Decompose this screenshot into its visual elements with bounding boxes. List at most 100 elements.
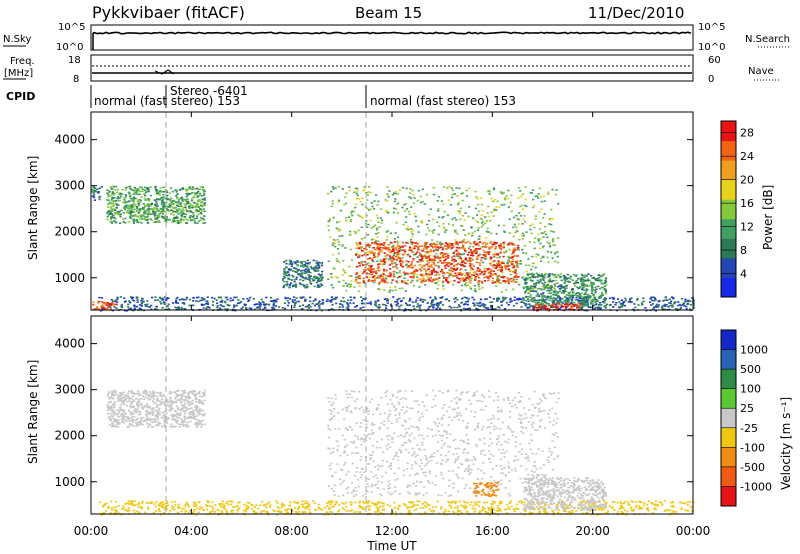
heatmap-cell	[307, 268, 310, 271]
heatmap-cell	[384, 255, 387, 257]
heatmap-cell	[113, 197, 116, 199]
heatmap-cell	[570, 298, 574, 301]
heatmap-cell	[123, 201, 126, 204]
heatmap-cell	[350, 212, 353, 215]
heatmap-cell	[689, 308, 692, 310]
heatmap-cell	[169, 390, 172, 393]
heatmap-cell	[97, 302, 100, 304]
heatmap-cell	[490, 307, 493, 310]
heatmap-cell	[190, 411, 193, 413]
heatmap-cell	[513, 276, 516, 278]
heatmap-cell	[129, 188, 133, 191]
heatmap-cell	[511, 260, 515, 263]
heatmap-cell	[370, 271, 373, 273]
heatmap-cell	[538, 295, 541, 298]
heatmap-cell	[192, 213, 195, 216]
heatmap-cell	[218, 307, 221, 310]
cpid-label: CPID	[6, 90, 35, 103]
heatmap-cell	[414, 215, 417, 218]
heatmap-cell	[468, 307, 471, 310]
heatmap-cell	[464, 308, 468, 310]
heatmap-cell	[497, 298, 500, 301]
heatmap-cell	[509, 301, 512, 303]
heatmap-cell	[492, 187, 495, 189]
heatmap-cell	[389, 303, 393, 306]
heatmap-cell	[137, 212, 140, 214]
heatmap-cell	[377, 265, 380, 268]
heatmap-cell	[288, 286, 291, 289]
heatmap-cell	[552, 291, 555, 293]
heatmap-cell	[492, 253, 495, 256]
heatmap-cell	[250, 307, 253, 310]
heatmap-cell	[546, 256, 549, 259]
heatmap-cell	[295, 276, 298, 279]
heatmap-cell	[355, 247, 358, 249]
heatmap-cell	[504, 251, 508, 253]
heatmap-cell	[294, 262, 297, 265]
heatmap-cell	[381, 280, 385, 283]
heatmap-cell	[101, 297, 104, 299]
heatmap-cell	[203, 389, 206, 392]
heatmap-cell	[210, 296, 214, 299]
heatmap-cell	[376, 255, 379, 258]
heatmap-cell	[350, 280, 353, 282]
heatmap-cell	[439, 241, 442, 244]
heatmap-cell	[391, 289, 394, 292]
heatmap-cell	[434, 274, 437, 276]
heatmap-cell	[198, 411, 201, 413]
heatmap-cell	[180, 421, 183, 423]
heatmap-cell	[109, 186, 112, 188]
heatmap-cell	[511, 263, 514, 266]
heatmap-cell	[155, 200, 158, 203]
heatmap-cell	[201, 198, 204, 200]
heatmap-cell	[185, 406, 188, 408]
heatmap-cell	[485, 246, 488, 248]
heatmap-cell	[145, 403, 148, 405]
heatmap-cell	[384, 259, 387, 261]
heatmap-cell	[512, 277, 515, 280]
heatmap-cell	[175, 191, 178, 193]
heatmap-cell	[499, 243, 502, 245]
heatmap-cell	[152, 390, 155, 393]
heatmap-cell	[564, 285, 567, 287]
heatmap-cell	[371, 205, 374, 208]
heatmap-cell	[355, 305, 359, 307]
heatmap-cell	[199, 402, 202, 404]
heatmap-cell	[451, 189, 455, 192]
heatmap-cell	[293, 279, 296, 281]
heatmap-cell	[156, 400, 159, 402]
heatmap-cell	[169, 400, 172, 402]
heatmap-cell	[389, 286, 392, 289]
heatmap-cell	[386, 236, 389, 238]
heatmap-cell	[474, 243, 477, 246]
heatmap-cell	[201, 217, 204, 220]
heatmap-cell	[117, 419, 120, 421]
heatmap-cell	[165, 297, 168, 300]
heatmap-cell	[482, 253, 485, 256]
heatmap-cell	[574, 281, 577, 283]
heatmap-cell	[361, 217, 364, 219]
heatmap-cell	[181, 409, 184, 412]
heatmap-cell	[177, 308, 180, 310]
heatmap-cell	[426, 251, 429, 253]
heatmap-cell	[180, 214, 183, 217]
heatmap-cell	[537, 238, 540, 240]
heatmap-cell	[352, 302, 355, 304]
heatmap-cell	[594, 292, 597, 294]
heatmap-cell	[304, 268, 307, 270]
heatmap-cell	[417, 231, 420, 233]
heatmap-cell	[172, 214, 175, 216]
heatmap-cell	[109, 419, 112, 422]
heatmap-cell	[384, 258, 387, 260]
heatmap-cell	[422, 273, 425, 276]
heatmap-cell	[168, 405, 171, 408]
heatmap-cell	[364, 297, 367, 299]
heatmap-cell	[203, 203, 206, 205]
heatmap-cell	[438, 195, 441, 198]
heatmap-cell	[108, 417, 111, 420]
heatmap-cell	[350, 259, 353, 261]
heatmap-cell	[522, 232, 525, 235]
heatmap-cell	[602, 273, 605, 276]
heatmap-cell	[444, 253, 447, 255]
nave-label: Nave	[748, 66, 774, 77]
